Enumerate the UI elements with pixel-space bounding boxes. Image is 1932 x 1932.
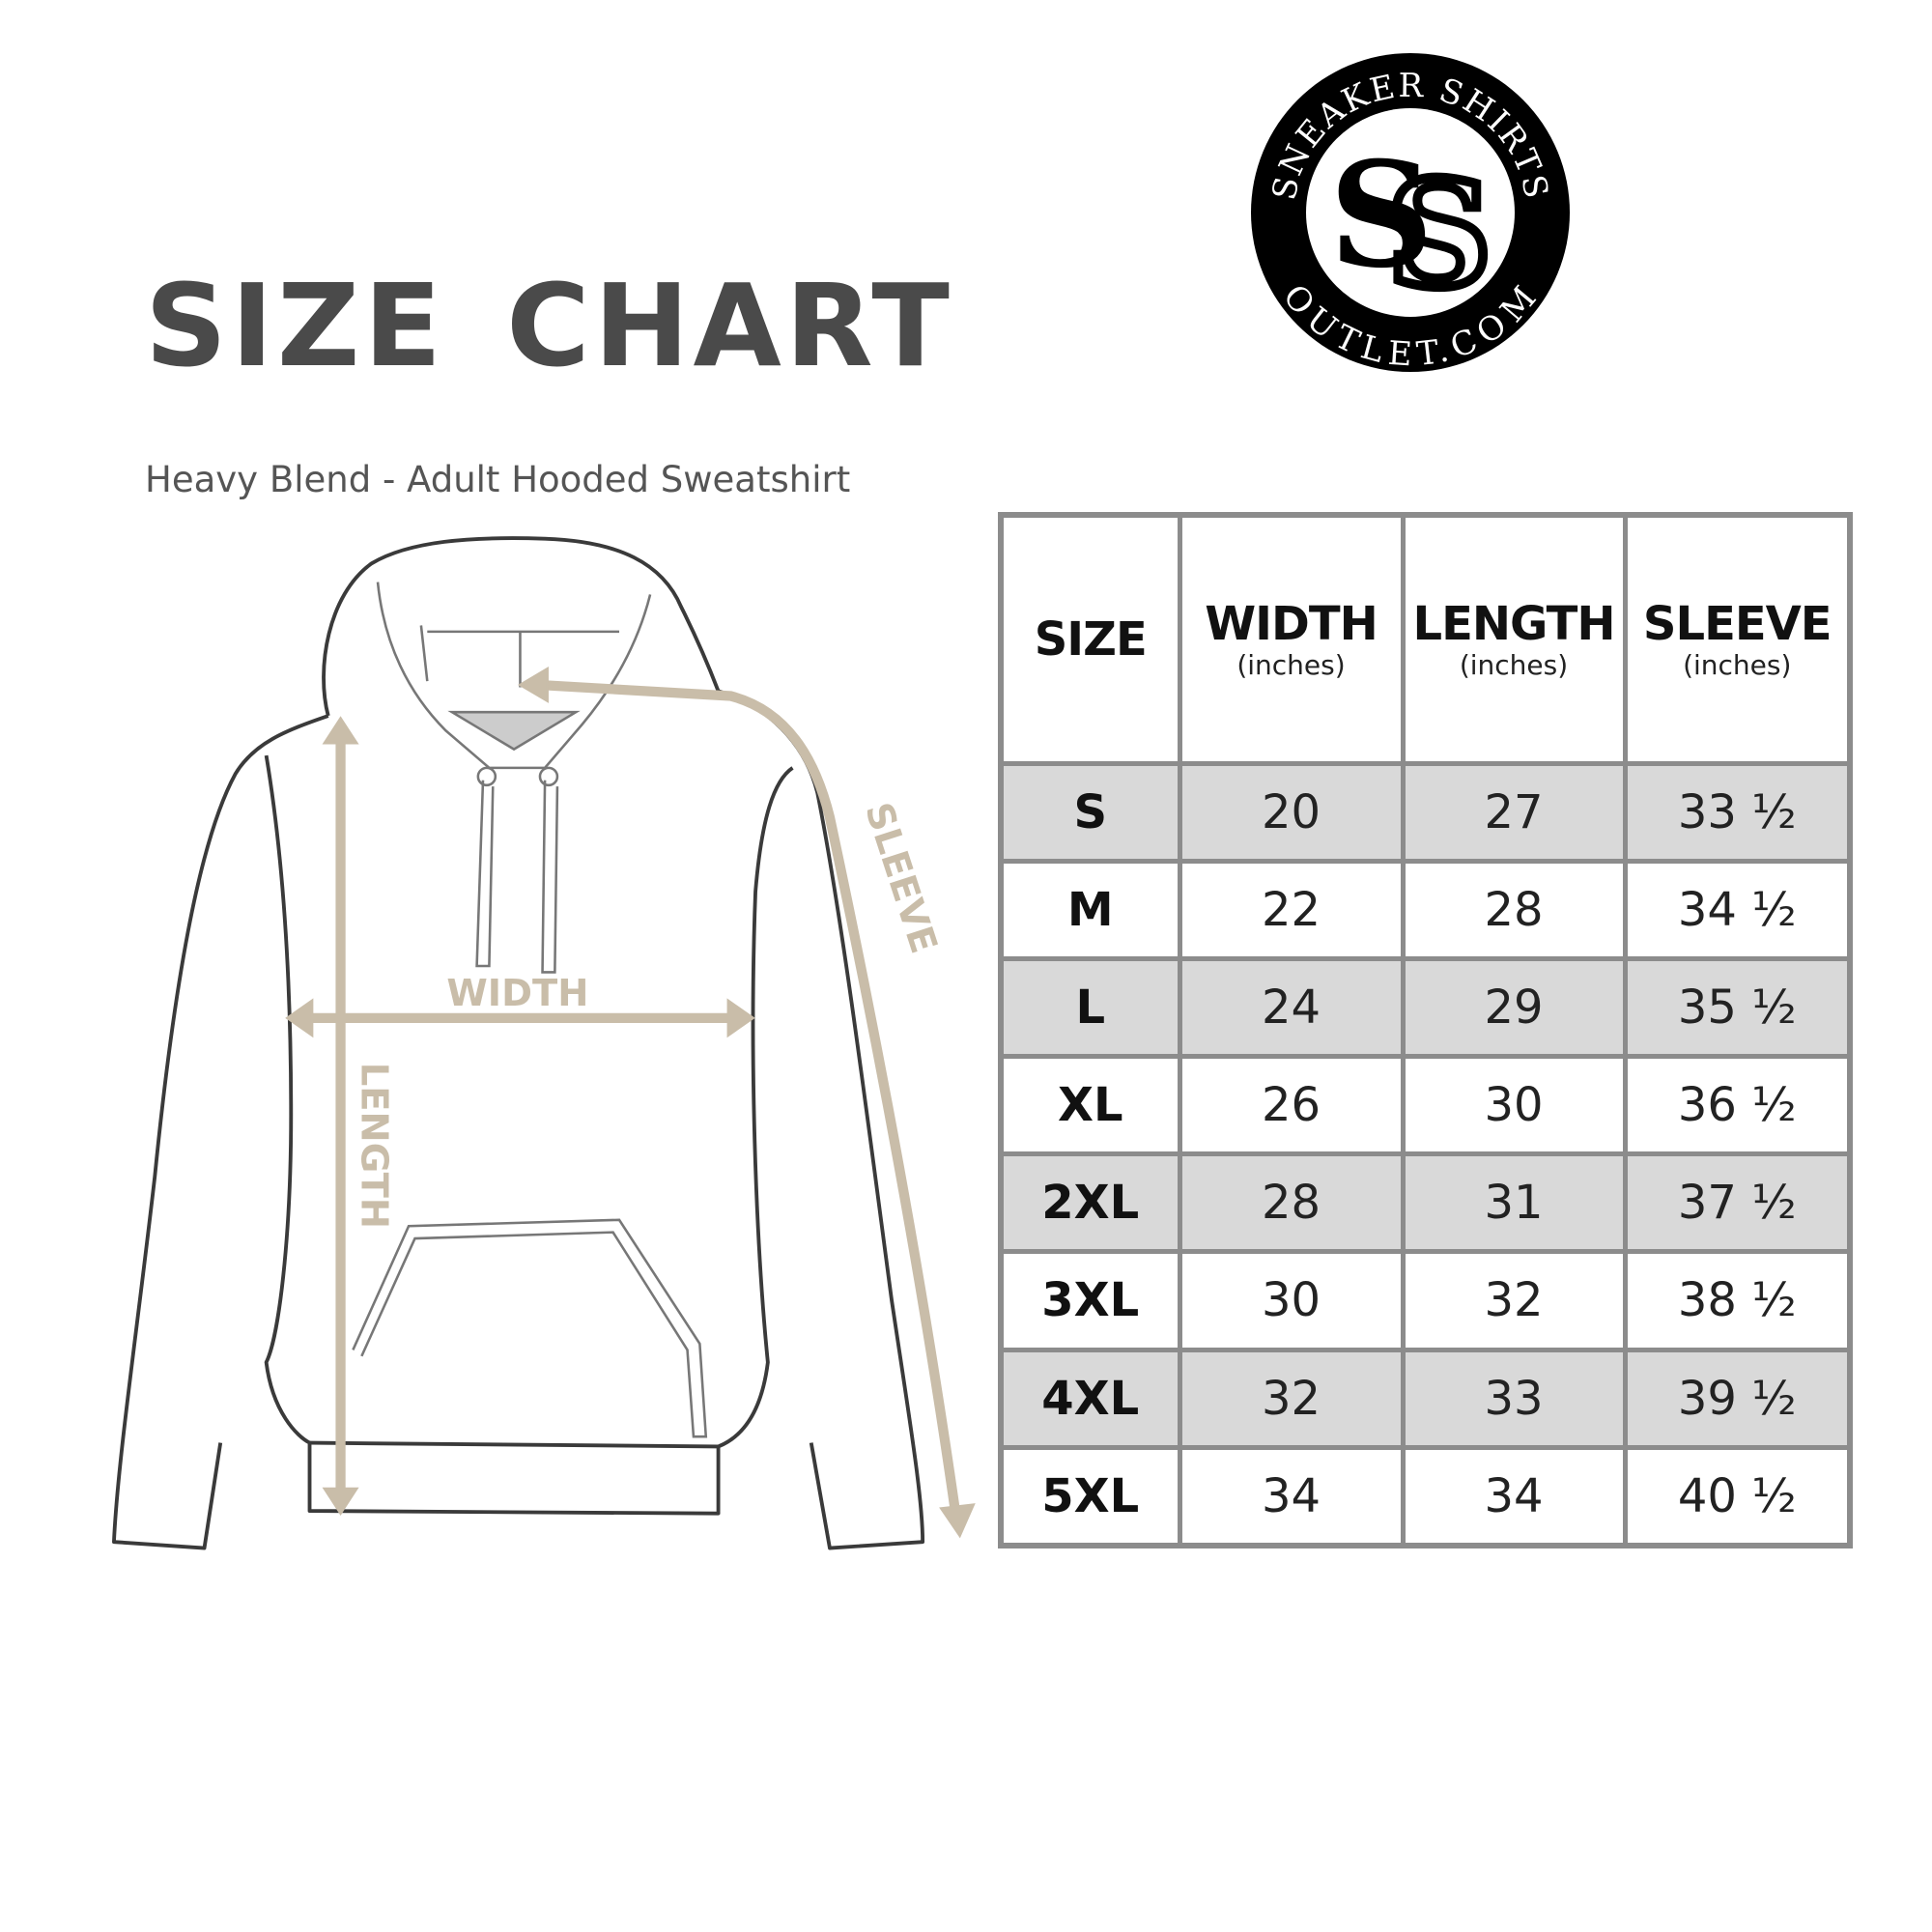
sleeve-cell: 35 ½ (1622, 956, 1853, 1060)
header-length: LENGTH (inches) (1400, 512, 1628, 767)
width-cell: 34 (1177, 1444, 1406, 1548)
size-cell: S (998, 761, 1182, 865)
size-cell: M (998, 859, 1182, 962)
size-cell: 2XL (998, 1151, 1182, 1255)
size-cell: 3XL (998, 1249, 1182, 1352)
size-table: SIZE WIDTH (inches) LENGTH (inches) SLEEVE… (998, 512, 1853, 1548)
width-cell: 32 (1177, 1347, 1406, 1450)
table-row: 4XL 32 33 39 ½ (998, 1347, 1853, 1450)
header-size: SIZE (998, 512, 1182, 767)
table-row: 3XL 30 32 38 ½ (998, 1249, 1853, 1352)
measurement-arrows (285, 667, 976, 1539)
length-cell: 31 (1400, 1151, 1628, 1255)
sleeve-cell: 34 ½ (1622, 859, 1853, 962)
table-header-row: SIZE WIDTH (inches) LENGTH (inches) SLEEVE… (998, 512, 1853, 767)
size-cell: 5XL (998, 1444, 1182, 1548)
length-cell: 34 (1400, 1444, 1628, 1548)
hoodie-details (352, 582, 708, 1438)
length-cell: 32 (1400, 1249, 1628, 1352)
width-cell: 28 (1177, 1151, 1406, 1255)
sleeve-label: SLEEVE (856, 798, 945, 959)
logo-monogram-s2: S (1387, 150, 1492, 320)
sleeve-cell: 39 ½ (1622, 1347, 1853, 1450)
length-cell: 30 (1400, 1054, 1628, 1157)
size-cell: 4XL (998, 1347, 1182, 1450)
logo-monogram-s1: S (1329, 130, 1434, 300)
sleeve-cell: 37 ½ (1622, 1151, 1853, 1255)
width-label: WIDTH (446, 972, 588, 1015)
sleeve-cell: 38 ½ (1622, 1249, 1853, 1352)
length-cell: 29 (1400, 956, 1628, 1060)
length-cell: 33 (1400, 1347, 1628, 1450)
length-cell: 27 (1400, 761, 1628, 865)
sleeve-cell: 40 ½ (1622, 1444, 1853, 1548)
table-row: 5XL 34 34 40 ½ (998, 1444, 1853, 1548)
table-row: XL 26 30 36 ½ (998, 1054, 1853, 1157)
header-sleeve: SLEEVE (inches) (1622, 512, 1853, 767)
sleeve-cell: 33 ½ (1622, 761, 1853, 865)
length-cell: 28 (1400, 859, 1628, 962)
page-title: SIZE CHART (145, 259, 953, 392)
width-cell: 26 (1177, 1054, 1406, 1157)
table-row: M 22 28 34 ½ (998, 859, 1853, 962)
header-width: WIDTH (inches) (1177, 512, 1406, 767)
product-subtitle: Heavy Blend - Adult Hooded Sweatshirt (145, 459, 851, 500)
table-row: S 20 27 33 ½ (998, 761, 1853, 865)
size-cell: XL (998, 1054, 1182, 1157)
length-label: LENGTH (352, 1063, 395, 1229)
table-row: L 24 29 35 ½ (998, 956, 1853, 1060)
hoodie-outline (112, 536, 925, 1550)
width-cell: 24 (1177, 956, 1406, 1060)
width-cell: 22 (1177, 859, 1406, 962)
table-row: 2XL 28 31 37 ½ (998, 1151, 1853, 1255)
sleeve-arrow (538, 679, 961, 1519)
brand-logo: SNEAKER SHIRTS OUTLET.COM S S (1251, 53, 1570, 375)
sleeve-cell: 36 ½ (1622, 1054, 1853, 1157)
size-cell: L (998, 956, 1182, 1060)
width-cell: 20 (1177, 761, 1406, 865)
width-cell: 30 (1177, 1249, 1406, 1352)
